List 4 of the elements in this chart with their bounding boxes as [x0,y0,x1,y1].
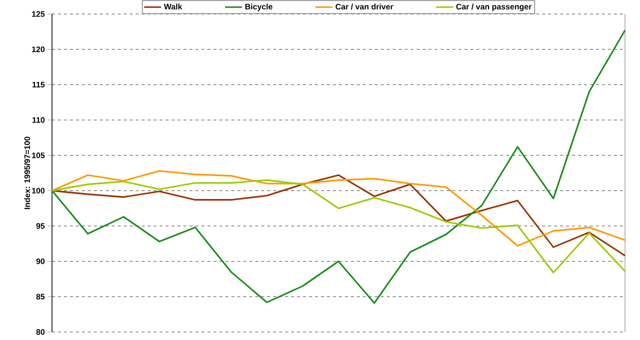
line-series [51,174,626,256]
line-series [51,29,626,304]
line-series [51,179,626,274]
line-series [51,170,626,247]
